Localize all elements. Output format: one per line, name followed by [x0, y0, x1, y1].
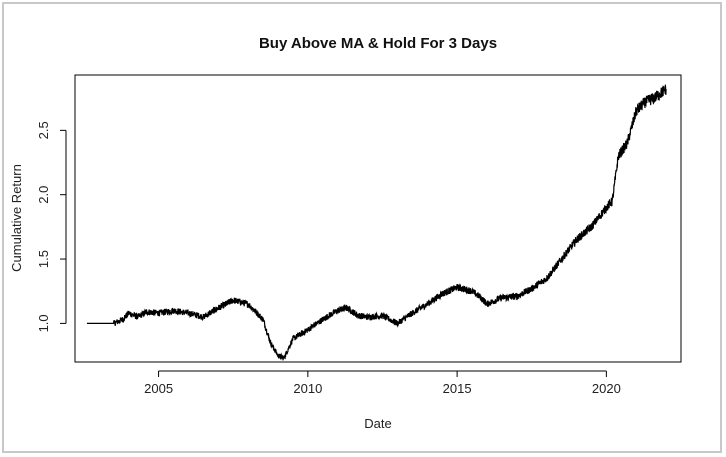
y-axis-label: Cumulative Return [9, 164, 24, 272]
x-axis-label: Date [364, 416, 391, 431]
y-tick-label: 1.0 [36, 314, 51, 332]
y-tick-label: 2.0 [36, 186, 51, 204]
plot-box [74, 74, 682, 363]
x-tick-label: 2015 [443, 381, 472, 396]
y-tick-label: 2.5 [36, 121, 51, 139]
x-tick-label: 2005 [144, 381, 173, 396]
y-axis: 1.0 1.5 2.0 2.5 [36, 121, 67, 332]
chart-title: Buy Above MA & Hold For 3 Days [259, 35, 497, 52]
x-tick-label: 2010 [293, 381, 322, 396]
series-line [86, 84, 667, 361]
y-tick-label: 1.5 [36, 250, 51, 268]
chart-frame [2, 2, 722, 453]
x-tick-label: 2020 [592, 381, 621, 396]
x-axis: 2005 2010 2015 2020 [144, 370, 621, 396]
